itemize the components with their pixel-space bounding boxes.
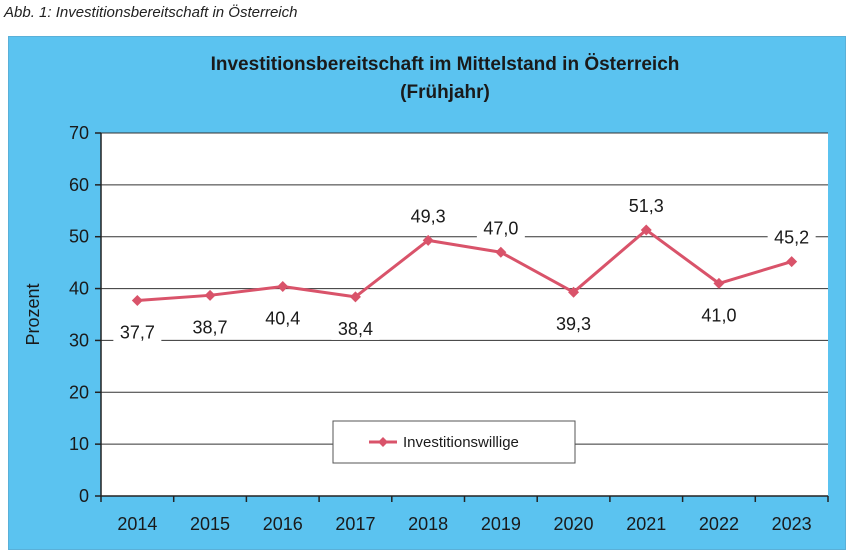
y-tick-label: 50 <box>69 227 89 247</box>
data-label: 47,0 <box>483 218 518 238</box>
legend: Investitionswillige <box>332 420 576 464</box>
chart-container: Investitionsbereitschaft im Mittelstand … <box>8 36 846 550</box>
x-tick-label: 2014 <box>117 514 157 534</box>
series-line <box>137 228 793 302</box>
data-label-background <box>694 304 743 327</box>
data-label: 38,4 <box>338 319 373 339</box>
y-tick-label: 10 <box>69 434 89 454</box>
x-tick-label: 2019 <box>481 514 521 534</box>
data-label-background <box>476 217 525 240</box>
data-point <box>786 256 798 268</box>
data-label-background <box>404 205 453 228</box>
data-label: 49,3 <box>411 206 446 226</box>
data-label: 40,4 <box>265 308 300 328</box>
data-label-background <box>549 313 598 336</box>
series-layer: 37,7 38,7 40,4 38,4 49,3 47,0 39,3 51,3 41,0 45,2 <box>113 194 816 344</box>
y-tick-label: 40 <box>69 279 89 299</box>
data-label-background <box>258 307 307 330</box>
data-label: 45,2 <box>774 228 809 248</box>
y-tick-label: 70 <box>69 123 89 143</box>
x-tick-label: 2018 <box>408 514 448 534</box>
line-chart: Investitionsbereitschaft im Mittelstand … <box>23 54 829 534</box>
x-tick-label: 2016 <box>263 514 303 534</box>
data-label-background <box>186 316 235 339</box>
data-label: 38,7 <box>193 317 228 337</box>
y-tick-label: 60 <box>69 175 89 195</box>
data-label: 37,7 <box>120 322 155 342</box>
data-point <box>713 277 725 289</box>
gridlines <box>101 132 828 445</box>
y-tick-label: 30 <box>69 330 89 350</box>
legend-label: Investitionswillige <box>403 434 519 451</box>
y-tick-label: 0 <box>79 486 89 506</box>
data-point <box>640 224 652 236</box>
x-tick-label: 2020 <box>554 514 594 534</box>
data-point <box>131 294 143 306</box>
data-label-background <box>767 226 816 249</box>
data-point <box>495 246 507 258</box>
data-label-background <box>113 321 162 344</box>
data-label-background <box>622 194 671 217</box>
x-tick-label: 2017 <box>335 514 375 534</box>
chart-subtitle: (Frühjahr) <box>400 82 490 103</box>
chart-title: Investitionsbereitschaft im Mittelstand … <box>211 54 680 75</box>
x-tick-label: 2021 <box>626 514 666 534</box>
figure-caption: Abb. 1: Investitionsbereitschaft in Öste… <box>4 4 298 21</box>
data-point <box>568 286 580 298</box>
data-label-background <box>331 317 380 340</box>
y-axis-title: Prozent <box>23 283 43 345</box>
data-point <box>349 291 361 303</box>
data-label: 41,0 <box>701 305 736 325</box>
x-tick-label: 2015 <box>190 514 230 534</box>
axes: 0 10 20 30 40 50 60 70 2014 2015 2016 2017 2018 2019 2… <box>69 123 829 534</box>
x-tick-label: 2022 <box>699 514 739 534</box>
y-tick-label: 20 <box>69 382 89 402</box>
data-point <box>422 234 434 246</box>
data-point <box>277 280 289 292</box>
data-label: 39,3 <box>556 314 591 334</box>
data-point <box>204 289 216 301</box>
data-label: 51,3 <box>629 196 664 216</box>
x-tick-label: 2023 <box>772 514 812 534</box>
